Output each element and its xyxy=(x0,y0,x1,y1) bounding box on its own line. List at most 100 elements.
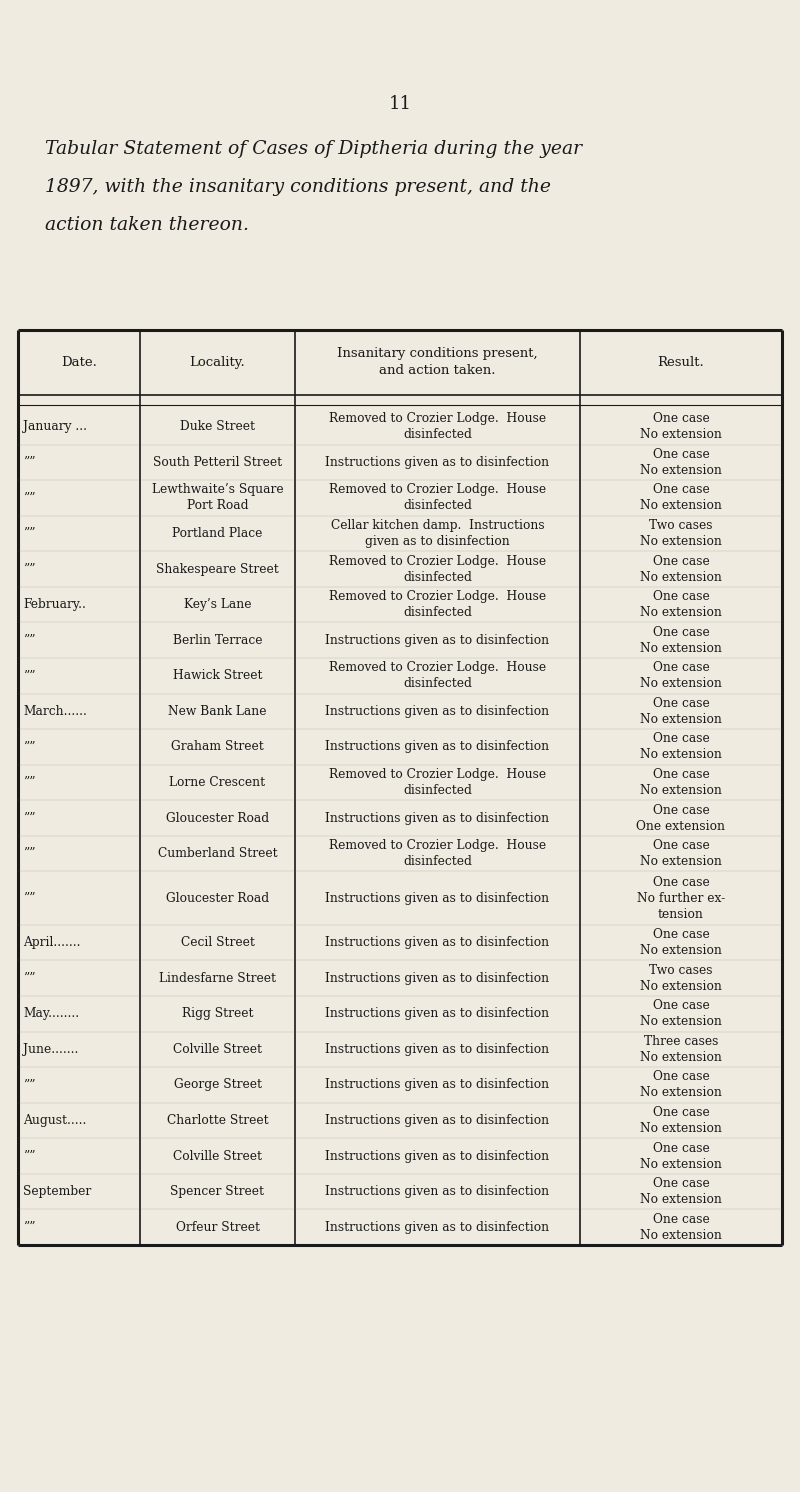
Text: Instructions given as to disinfection: Instructions given as to disinfection xyxy=(326,1115,550,1126)
Text: ””: ”” xyxy=(23,527,35,540)
Text: Cellar kitchen damp.  Instructions
given as to disinfection: Cellar kitchen damp. Instructions given … xyxy=(330,519,544,548)
Text: Portland Place: Portland Place xyxy=(172,527,262,540)
Text: Removed to Crozier Lodge.  House
disinfected: Removed to Crozier Lodge. House disinfec… xyxy=(329,555,546,583)
Text: Lindesfarne Street: Lindesfarne Street xyxy=(159,971,276,985)
Text: Instructions given as to disinfection: Instructions given as to disinfection xyxy=(326,1149,550,1162)
Text: Instructions given as to disinfection: Instructions given as to disinfection xyxy=(326,457,550,468)
Text: One case
No extension: One case No extension xyxy=(640,697,722,727)
Text: One case
No extension: One case No extension xyxy=(640,1070,722,1100)
Text: One case
No extension: One case No extension xyxy=(640,1177,722,1206)
Text: ””: ”” xyxy=(23,491,35,504)
Text: One case
No extension: One case No extension xyxy=(640,448,722,477)
Text: One case
No extension: One case No extension xyxy=(640,1213,722,1241)
Text: Result.: Result. xyxy=(658,357,704,369)
Text: Removed to Crozier Lodge.  House
disinfected: Removed to Crozier Lodge. House disinfec… xyxy=(329,768,546,797)
Text: Charlotte Street: Charlotte Street xyxy=(166,1115,268,1126)
Text: One case
No extension: One case No extension xyxy=(640,555,722,583)
Text: January ...: January ... xyxy=(23,421,87,433)
Text: Instructions given as to disinfection: Instructions given as to disinfection xyxy=(326,812,550,825)
Text: September: September xyxy=(23,1185,91,1198)
Text: Berlin Terrace: Berlin Terrace xyxy=(173,634,262,646)
Text: Instructions given as to disinfection: Instructions given as to disinfection xyxy=(326,892,550,904)
Text: ””: ”” xyxy=(23,892,35,904)
Text: One case
One extension: One case One extension xyxy=(637,804,726,833)
Text: ””: ”” xyxy=(23,812,35,825)
Text: ””: ”” xyxy=(23,740,35,753)
Text: Instructions given as to disinfection: Instructions given as to disinfection xyxy=(326,1043,550,1056)
Text: One case
No extension: One case No extension xyxy=(640,661,722,691)
Text: One case
No extension: One case No extension xyxy=(640,1141,722,1171)
Text: 1897, with the insanitary conditions present, and the: 1897, with the insanitary conditions pre… xyxy=(45,178,551,195)
Text: 11: 11 xyxy=(389,95,411,113)
Text: Gloucester Road: Gloucester Road xyxy=(166,892,269,904)
Text: Gloucester Road: Gloucester Road xyxy=(166,812,269,825)
Text: One case
No extension: One case No extension xyxy=(640,839,722,868)
Text: Two cases
No extension: Two cases No extension xyxy=(640,519,722,548)
Text: ””: ”” xyxy=(23,776,35,789)
Text: One case
No extension: One case No extension xyxy=(640,625,722,655)
Text: Lorne Crescent: Lorne Crescent xyxy=(170,776,266,789)
Text: Three cases
No extension: Three cases No extension xyxy=(640,1035,722,1064)
Text: June.......: June....... xyxy=(23,1043,78,1056)
Text: Instructions given as to disinfection: Instructions given as to disinfection xyxy=(326,935,550,949)
Text: One case
No further ex-
tension: One case No further ex- tension xyxy=(637,876,725,921)
Text: action taken thereon.: action taken thereon. xyxy=(45,216,249,234)
Text: Duke Street: Duke Street xyxy=(180,421,255,433)
Text: One case
No extension: One case No extension xyxy=(640,591,722,619)
Text: One case
No extension: One case No extension xyxy=(640,733,722,761)
Text: February..: February.. xyxy=(23,598,86,612)
Text: ””: ”” xyxy=(23,562,35,576)
Text: Instructions given as to disinfection: Instructions given as to disinfection xyxy=(326,1007,550,1021)
Text: ””: ”” xyxy=(23,847,35,861)
Text: Graham Street: Graham Street xyxy=(171,740,264,753)
Text: Instructions given as to disinfection: Instructions given as to disinfection xyxy=(326,1220,550,1234)
Text: Date.: Date. xyxy=(61,357,97,369)
Text: Instructions given as to disinfection: Instructions given as to disinfection xyxy=(326,704,550,718)
Text: New Bank Lane: New Bank Lane xyxy=(168,704,266,718)
Text: August.....: August..... xyxy=(23,1115,86,1126)
Text: George Street: George Street xyxy=(174,1079,262,1092)
Text: Colville Street: Colville Street xyxy=(173,1043,262,1056)
Text: Shakespeare Street: Shakespeare Street xyxy=(156,562,279,576)
Text: ””: ”” xyxy=(23,971,35,985)
Text: Removed to Crozier Lodge.  House
disinfected: Removed to Crozier Lodge. House disinfec… xyxy=(329,412,546,442)
Text: South Petteril Street: South Petteril Street xyxy=(153,457,282,468)
Text: Two cases
No extension: Two cases No extension xyxy=(640,964,722,992)
Text: Orfeur Street: Orfeur Street xyxy=(175,1220,259,1234)
Text: ””: ”” xyxy=(23,1220,35,1234)
Text: Key’s Lane: Key’s Lane xyxy=(184,598,251,612)
Text: Spencer Street: Spencer Street xyxy=(170,1185,265,1198)
Text: Insanitary conditions present,
and action taken.: Insanitary conditions present, and actio… xyxy=(337,348,538,377)
Text: One case
No extension: One case No extension xyxy=(640,928,722,956)
Text: One case
No extension: One case No extension xyxy=(640,412,722,442)
Text: ””: ”” xyxy=(23,457,35,468)
Text: Instructions given as to disinfection: Instructions given as to disinfection xyxy=(326,971,550,985)
Text: Removed to Crozier Lodge.  House
disinfected: Removed to Crozier Lodge. House disinfec… xyxy=(329,839,546,868)
Text: Instructions given as to disinfection: Instructions given as to disinfection xyxy=(326,740,550,753)
Text: ””: ”” xyxy=(23,1149,35,1162)
Text: Instructions given as to disinfection: Instructions given as to disinfection xyxy=(326,1079,550,1092)
Text: Instructions given as to disinfection: Instructions given as to disinfection xyxy=(326,634,550,646)
Text: Lewthwaite’s Square
Port Road: Lewthwaite’s Square Port Road xyxy=(152,483,283,512)
Text: Hawick Street: Hawick Street xyxy=(173,670,262,682)
Text: May........: May........ xyxy=(23,1007,79,1021)
Text: One case
No extension: One case No extension xyxy=(640,768,722,797)
Text: Cecil Street: Cecil Street xyxy=(181,935,254,949)
Text: ””: ”” xyxy=(23,670,35,682)
Text: Locality.: Locality. xyxy=(190,357,246,369)
Text: Tabular Statement of Cases of Diptheria during the year: Tabular Statement of Cases of Diptheria … xyxy=(45,140,582,158)
Text: Removed to Crozier Lodge.  House
disinfected: Removed to Crozier Lodge. House disinfec… xyxy=(329,661,546,691)
Text: April.......: April....... xyxy=(23,935,81,949)
Text: Removed to Crozier Lodge.  House
disinfected: Removed to Crozier Lodge. House disinfec… xyxy=(329,483,546,512)
Text: One case
No extension: One case No extension xyxy=(640,483,722,512)
Text: ””: ”” xyxy=(23,1079,35,1092)
Text: March......: March...... xyxy=(23,704,87,718)
Text: ””: ”” xyxy=(23,634,35,646)
Text: Colville Street: Colville Street xyxy=(173,1149,262,1162)
Text: Instructions given as to disinfection: Instructions given as to disinfection xyxy=(326,1185,550,1198)
Text: Rigg Street: Rigg Street xyxy=(182,1007,254,1021)
Text: Removed to Crozier Lodge.  House
disinfected: Removed to Crozier Lodge. House disinfec… xyxy=(329,591,546,619)
Text: Cumberland Street: Cumberland Street xyxy=(158,847,278,861)
Text: One case
No extension: One case No extension xyxy=(640,1106,722,1135)
Text: One case
No extension: One case No extension xyxy=(640,1000,722,1028)
